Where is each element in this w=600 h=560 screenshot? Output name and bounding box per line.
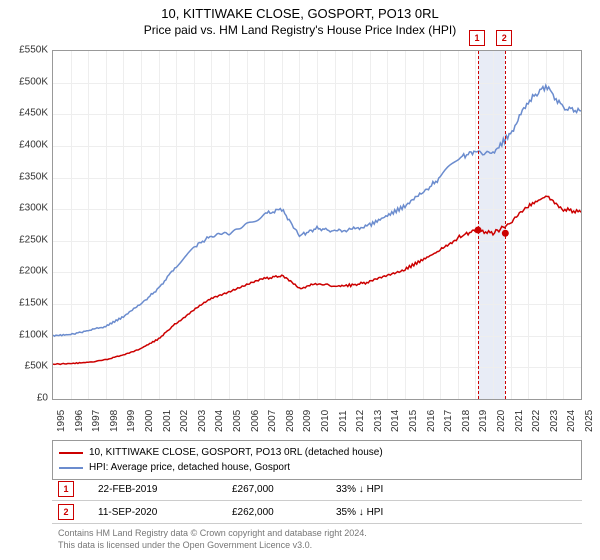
xtick-label: 2001 [162,410,173,432]
xtick-label: 1996 [74,410,85,432]
sale-date: 11-SEP-2020 [98,507,208,518]
sale-pct: 35% ↓ HPI [336,507,446,518]
xtick-label: 2004 [214,410,225,432]
xtick-label: 2013 [373,410,384,432]
xtick-label: 2021 [514,410,525,432]
xtick-label: 2024 [566,410,577,432]
xtick-label: 2023 [549,410,560,432]
xtick-label: 2017 [443,410,454,432]
footnote: Contains HM Land Registry data © Crown c… [58,528,367,551]
xtick-label: 2014 [390,410,401,432]
ytick-label: £0 [37,393,48,404]
sale-price: £267,000 [232,484,312,495]
xtick-label: 2003 [197,410,208,432]
xtick-label: 2012 [355,410,366,432]
chart-title: 10, KITTIWAKE CLOSE, GOSPORT, PO13 0RL [0,6,600,21]
sale-marker-top: 2 [496,30,512,46]
sale-marker-top: 1 [469,30,485,46]
xtick-label: 2016 [426,410,437,432]
sale-table: 1 22-FEB-2019 £267,000 33% ↓ HPI 2 11-SEP-202… [52,478,582,524]
xtick-label: 2020 [496,410,507,432]
xtick-label: 1998 [109,410,120,432]
xtick-label: 2018 [461,410,472,432]
series-hpi [53,85,581,336]
legend-row: HPI: Average price, detached house, Gosp… [59,460,575,475]
legend-label: HPI: Average price, detached house, Gosp… [89,460,290,475]
legend-label: 10, KITTIWAKE CLOSE, GOSPORT, PO13 0RL (… [89,445,383,460]
sale-date: 22-FEB-2019 [98,484,208,495]
ytick-label: £350K [19,171,48,182]
xtick-label: 1995 [56,410,67,432]
legend: 10, KITTIWAKE CLOSE, GOSPORT, PO13 0RL (… [52,440,582,480]
sale-vline [505,51,506,399]
xtick-label: 2006 [250,410,261,432]
footnote-line2: This data is licensed under the Open Gov… [58,540,367,552]
ytick-label: £400K [19,139,48,150]
xtick-label: 1997 [91,410,102,432]
xtick-label: 2009 [302,410,313,432]
legend-swatch [59,452,83,454]
sale-marker: 1 [58,481,74,497]
ytick-label: £500K [19,76,48,87]
sale-table-row: 1 22-FEB-2019 £267,000 33% ↓ HPI [52,478,582,501]
ytick-label: £250K [19,234,48,245]
chart-plot-area [52,50,582,400]
ytick-label: £50K [25,361,48,372]
footnote-line1: Contains HM Land Registry data © Crown c… [58,528,367,540]
sale-vline [478,51,479,399]
xtick-label: 2019 [478,410,489,432]
legend-row: 10, KITTIWAKE CLOSE, GOSPORT, PO13 0RL (… [59,445,575,460]
xtick-label: 1999 [126,410,137,432]
sale-marker: 2 [58,504,74,520]
sale-pct: 33% ↓ HPI [336,484,446,495]
sale-price: £262,000 [232,507,312,518]
chart-svg [53,51,581,399]
sale-table-row: 2 11-SEP-2020 £262,000 35% ↓ HPI [52,501,582,524]
ytick-label: £200K [19,266,48,277]
series-property [53,196,581,364]
ytick-label: £100K [19,329,48,340]
ytick-label: £300K [19,203,48,214]
xtick-label: 2015 [408,410,419,432]
ytick-label: £450K [19,108,48,119]
legend-swatch [59,467,83,469]
xtick-label: 2008 [285,410,296,432]
ytick-label: £550K [19,45,48,56]
xtick-label: 2007 [267,410,278,432]
xtick-label: 2022 [531,410,542,432]
xtick-label: 2000 [144,410,155,432]
xtick-label: 2002 [179,410,190,432]
xtick-label: 2005 [232,410,243,432]
xtick-label: 2025 [584,410,595,432]
ytick-label: £150K [19,298,48,309]
xtick-label: 2011 [338,410,349,432]
xtick-label: 2010 [320,410,331,432]
